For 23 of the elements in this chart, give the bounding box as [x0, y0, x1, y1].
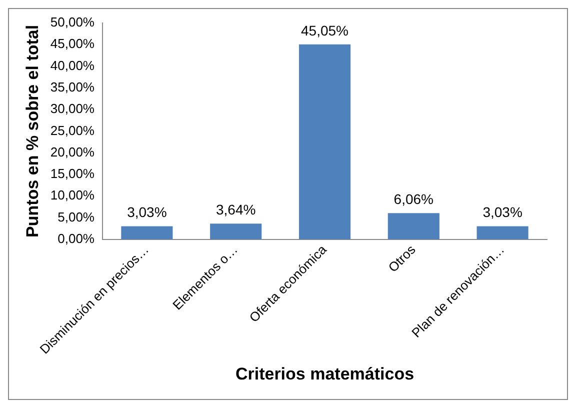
y-tick-label: 10,00%	[50, 188, 95, 203]
bar	[298, 44, 351, 240]
data-label: 45,05%	[301, 22, 348, 38]
x-axis-title: Criterios matemáticos	[235, 364, 414, 384]
bar	[476, 226, 528, 240]
y-tick-label: 25,00%	[50, 122, 95, 138]
y-tick-label: 30,00%	[50, 101, 95, 116]
y-tick-label: 15,00%	[50, 166, 95, 182]
y-axis-title: Puntos en % sobre el total	[22, 24, 42, 238]
bar	[121, 226, 173, 240]
bar	[210, 224, 262, 240]
y-tick-label: 45,00%	[50, 36, 95, 52]
y-tick-label: 5,00%	[58, 209, 95, 224]
data-label: 3,03%	[482, 204, 522, 220]
bar	[388, 213, 440, 240]
y-tick-label: 20,00%	[50, 144, 95, 160]
y-tick-label: 35,00%	[50, 79, 95, 94]
data-label: 3,64%	[216, 201, 256, 218]
data-label: 6,06%	[394, 190, 434, 207]
y-tick-label: 0,00%	[58, 230, 95, 246]
y-tick-label: 40,00%	[50, 58, 95, 73]
y-tick-label: 50,00%	[50, 14, 95, 30]
data-label: 3,03%	[127, 204, 167, 220]
